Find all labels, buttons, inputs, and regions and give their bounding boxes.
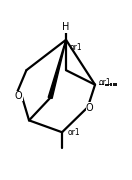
Text: or1: or1: [99, 78, 112, 87]
Text: or1: or1: [67, 128, 80, 137]
Text: O: O: [86, 103, 94, 113]
Text: O: O: [15, 91, 22, 101]
Text: or1: or1: [70, 43, 83, 52]
Text: H: H: [62, 22, 70, 32]
Polygon shape: [48, 40, 66, 98]
